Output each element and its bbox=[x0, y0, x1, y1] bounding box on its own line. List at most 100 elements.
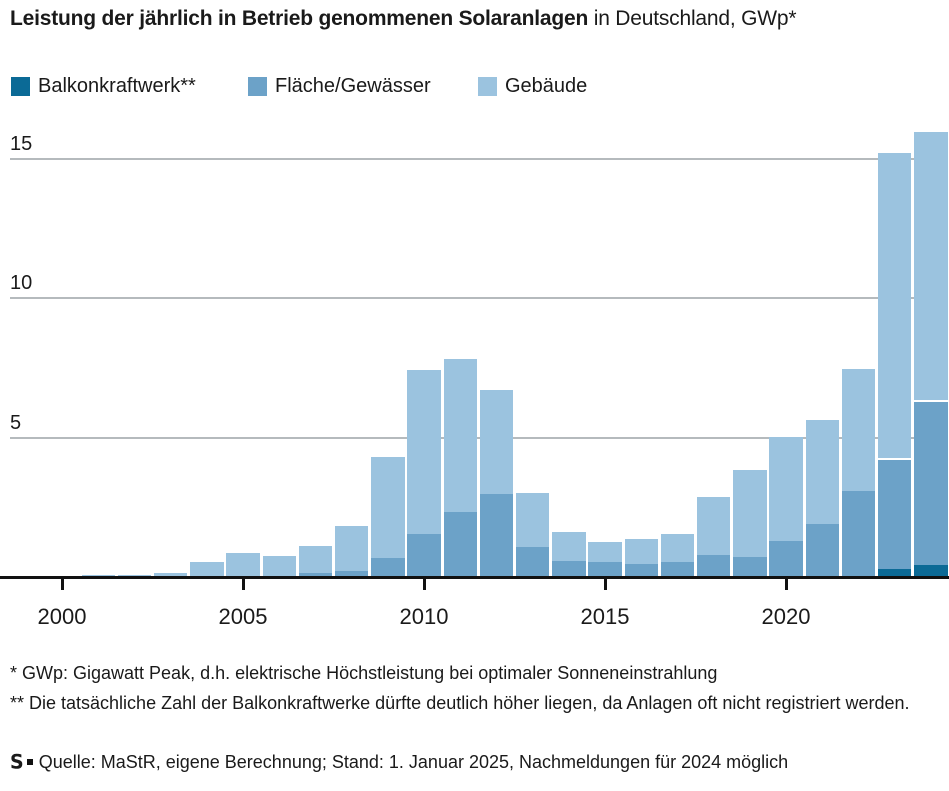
bar-segment-gebude bbox=[805, 418, 839, 524]
x-axis-tick-2010 bbox=[423, 579, 426, 590]
bar-segment-gebude bbox=[515, 491, 550, 547]
bar-segment-gebude bbox=[588, 540, 622, 562]
bar-segment-flchegewsser bbox=[443, 512, 477, 577]
x-axis-line bbox=[0, 575, 949, 579]
bar-2013 bbox=[515, 0, 550, 577]
bar-2020 bbox=[769, 0, 803, 577]
bar-2019 bbox=[733, 0, 767, 577]
bar-2023 bbox=[877, 0, 912, 577]
bar-segment-gebude bbox=[443, 356, 477, 513]
bar-segment-gebude bbox=[877, 151, 912, 458]
bar-2014 bbox=[552, 0, 586, 577]
spiegel-logo-dot bbox=[26, 759, 33, 765]
bar-2006 bbox=[262, 0, 296, 577]
bar-segment-flchegewsser bbox=[407, 533, 441, 577]
bar-2001 bbox=[81, 0, 115, 577]
bar-segment-gebude bbox=[371, 454, 405, 558]
legend-swatch-flaeche-gewaesser bbox=[248, 77, 267, 96]
bar-segment-gebude bbox=[660, 532, 695, 562]
x-axis-label-2000: 2000 bbox=[37, 604, 87, 629]
bar-segment-gebude bbox=[407, 368, 441, 534]
footnote-gwp: * GWp: Gigawatt Peak, d.h. elektrische H… bbox=[10, 663, 718, 683]
legend-label: Gebäude bbox=[505, 75, 588, 97]
bar-segment-flchegewsser bbox=[914, 400, 948, 565]
bar-segment-gebude bbox=[841, 366, 876, 491]
bar-segment-gebude bbox=[190, 561, 224, 577]
legend-swatch-gebaeude bbox=[478, 77, 497, 96]
bar-2003 bbox=[153, 0, 188, 577]
bar-2011 bbox=[443, 0, 477, 577]
bar-2015 bbox=[588, 0, 622, 577]
bar-segment-gebude bbox=[769, 434, 803, 541]
legend-item-gebaeude: Gebäude bbox=[478, 75, 587, 98]
bar-segment-gebude bbox=[334, 523, 369, 571]
legend-item-flaeche-gewaesser: Fläche/Gewässer bbox=[248, 75, 431, 98]
bar-segment-flchegewsser bbox=[805, 524, 839, 577]
bar-2008 bbox=[334, 0, 369, 577]
bar-segment-flchegewsser bbox=[515, 546, 550, 577]
bar-segment-flchegewsser bbox=[624, 563, 658, 577]
bar-2021 bbox=[805, 0, 839, 577]
x-axis-label-2020: 2020 bbox=[761, 604, 811, 629]
x-axis-label-2005: 2005 bbox=[218, 604, 268, 629]
bar-segment-gebude bbox=[262, 555, 296, 577]
bar-2022 bbox=[841, 0, 876, 577]
bar-2017 bbox=[660, 0, 695, 577]
bar-2004 bbox=[190, 0, 224, 577]
bar-segment-balkonkraftwerk bbox=[914, 565, 948, 577]
legend-label: Balkonkraftwerk** bbox=[38, 75, 196, 97]
bar-segment-flchegewsser bbox=[841, 490, 876, 577]
bar-segment-flchegewsser bbox=[877, 458, 912, 569]
x-axis-tick-2020 bbox=[785, 579, 788, 590]
footnotes: * GWp: Gigawatt Peak, d.h. elektrische H… bbox=[10, 658, 922, 718]
bar-2005 bbox=[226, 0, 260, 577]
bar-2009 bbox=[371, 0, 405, 577]
bar-segment-flchegewsser bbox=[552, 560, 586, 577]
bar-segment-flchegewsser bbox=[733, 556, 767, 577]
bar-segment-gebude bbox=[153, 573, 188, 577]
bar-2002 bbox=[117, 0, 152, 577]
gridline-15 bbox=[10, 157, 946, 160]
x-axis-label-2015: 2015 bbox=[580, 604, 630, 629]
bar-segment-flchegewsser bbox=[479, 493, 514, 577]
bar-segment-flchegewsser bbox=[588, 562, 622, 577]
bar-segment-gebude bbox=[914, 129, 948, 401]
bar-segment-gebude bbox=[733, 467, 767, 557]
bar-segment-gebude bbox=[479, 388, 514, 494]
y-axis-label-5: 5 bbox=[10, 411, 22, 434]
bar-segment-gebude bbox=[624, 536, 658, 564]
bar-segment-flchegewsser bbox=[660, 562, 695, 577]
bar-2024 bbox=[914, 0, 948, 577]
bar-segment-gebude bbox=[552, 530, 586, 561]
bar-2007 bbox=[298, 0, 333, 577]
chart-title-suffix: in Deutschland, GWp* bbox=[588, 7, 797, 30]
x-axis-tick-2015 bbox=[604, 579, 607, 590]
bar-segment-gebude bbox=[298, 543, 333, 574]
gridline-5 bbox=[10, 436, 946, 439]
source-text: Quelle: MaStR, eigene Berechnung; Stand:… bbox=[38, 751, 789, 772]
bar-2018 bbox=[696, 0, 731, 577]
x-axis-label-2010: 2010 bbox=[399, 604, 449, 629]
bar-segment-flchegewsser bbox=[334, 570, 369, 577]
bar-segment-flchegewsser bbox=[298, 573, 333, 577]
bar-segment-flchegewsser bbox=[371, 558, 405, 577]
x-axis-tick-2000 bbox=[61, 579, 64, 590]
bar-2016 bbox=[624, 0, 658, 577]
gridline-10 bbox=[10, 297, 946, 300]
y-axis-label-10: 10 bbox=[10, 272, 33, 295]
legend-swatch-balkonkraftwerk bbox=[11, 77, 30, 96]
bar-2012 bbox=[479, 0, 514, 577]
spiegel-logo: S bbox=[10, 750, 24, 774]
chart-title-bold: Leistung der jährlich in Betrieb genomme… bbox=[10, 7, 589, 30]
bar-segment-gebude bbox=[696, 494, 731, 555]
bar-2000 bbox=[45, 0, 79, 577]
bar-segment-balkonkraftwerk bbox=[877, 568, 912, 577]
source-line: S Quelle: MaStR, eigene Berechnung; Stan… bbox=[10, 750, 789, 774]
footnote-balkonkraftwerk: ** Die tatsächliche Zahl der Balkonkraft… bbox=[10, 693, 910, 713]
x-axis-tick-2005 bbox=[242, 579, 245, 590]
legend-item-balkonkraftwerk: Balkonkraftwerk** bbox=[11, 75, 196, 98]
bar-segment-gebude bbox=[226, 553, 260, 577]
bar-segment-flchegewsser bbox=[769, 540, 803, 577]
